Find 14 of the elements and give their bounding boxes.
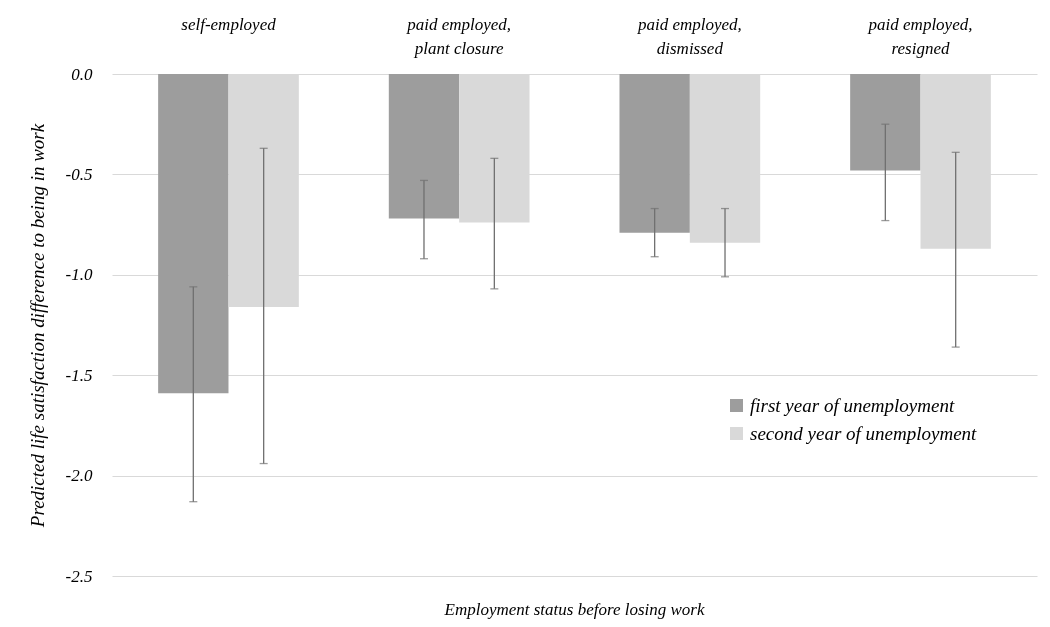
y-tick-label: -2.0 [65, 466, 93, 486]
legend-label: first year of unemployment [750, 394, 955, 416]
x-axis-title: Employment status before losing work [443, 600, 705, 619]
y-tick-label: -0.5 [65, 164, 93, 184]
y-tick-label: -1.0 [65, 265, 93, 285]
y-tick-label: 0.0 [71, 64, 93, 84]
legend-label: second year of unemployment [750, 422, 978, 444]
x-tick-label: self-employed [181, 14, 277, 34]
y-axis-title: Predicted life satisfaction difference to being in work [26, 123, 48, 529]
y-tick-label: -1.5 [65, 365, 93, 385]
x-tick-label: paid employed, resigned [867, 14, 973, 58]
y-tick-label: -2.5 [65, 566, 93, 586]
x-tick-label: paid employed, dismissed [636, 14, 742, 58]
x-tick-label: paid employed, plant closure [406, 14, 512, 58]
